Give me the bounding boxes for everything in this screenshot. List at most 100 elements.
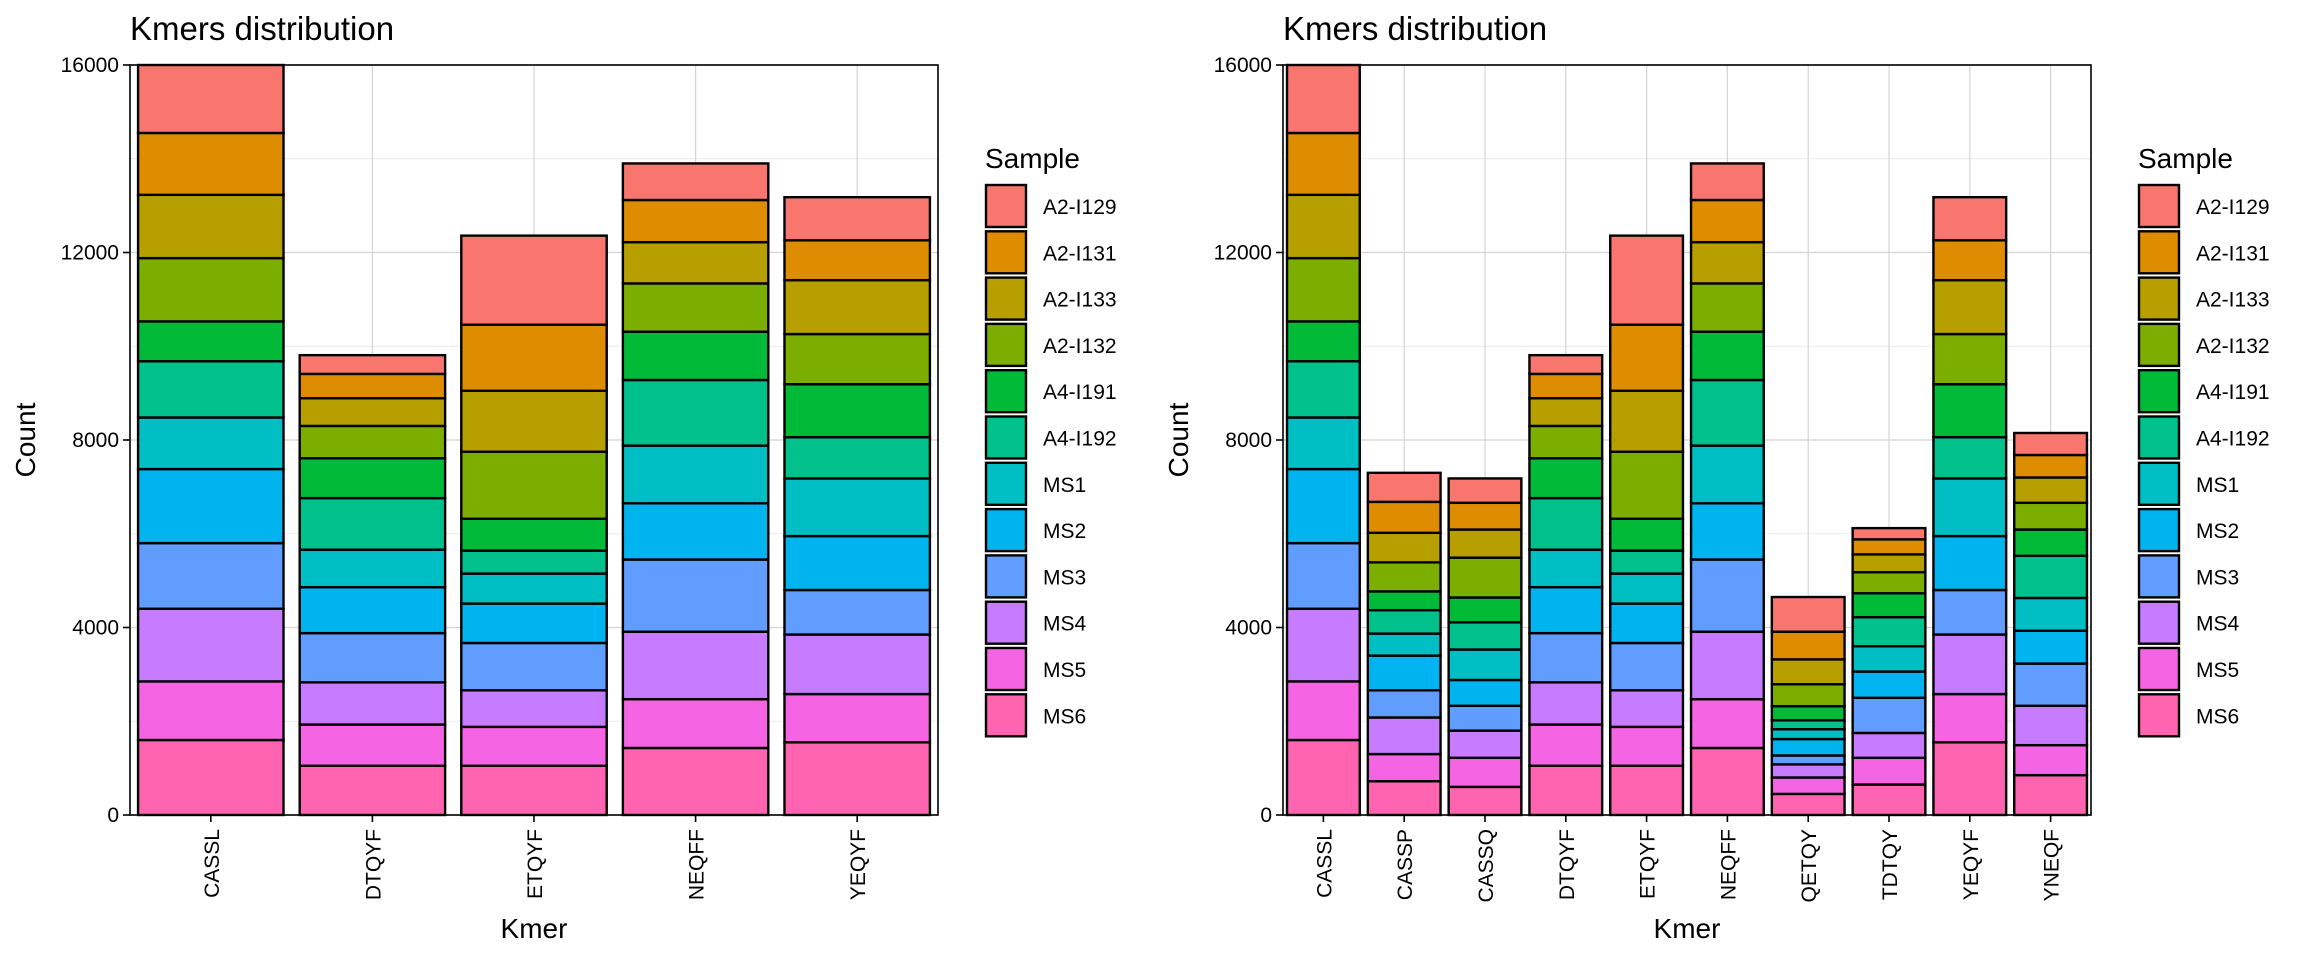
bar-segment-YNEQF-A2-I129 [2013,431,2089,457]
bar-segment-ETQYF-MS2 [1609,602,1685,645]
bar-segment-YEQYF-A4-I192 [783,435,932,480]
bar-segment-YEQYF-MS1 [1932,477,2008,538]
x-tick-label: YEQYF [1960,829,1983,900]
legend-key-A2-I131 [984,230,1028,275]
bar-segment-DTQYF-MS3 [298,631,447,684]
bar-segment-ETQYF-MS4 [1609,689,1685,729]
bar-segment-NEQFF-MS3 [621,558,770,633]
bar-segment-TDTQY-MS1 [1851,645,1927,673]
chart-title: Kmers distribution [1283,10,1547,47]
legend-label: A4-I191 [2196,381,2270,404]
bar-segment-YNEQF-MS4 [2013,704,2089,747]
bar-segment-CASSL-MS4 [136,607,285,683]
bar-segment-DTQYF-A2-I132 [298,424,447,460]
bar-segment-DTQYF-A2-I131 [298,372,447,400]
bar-segment-CASSL-MS1 [1285,416,1361,471]
bar-segment-ETQYF-MS3 [460,641,608,692]
bar-segment-CASSL-MS5 [136,680,285,742]
bar-segment-CASSQ-MS4 [1447,729,1523,760]
bar-segment-YEQYF-A4-I191 [783,383,932,439]
bar-segment-CASSL-A2-I129 [1285,63,1361,135]
bar-segment-CASSL-MS3 [1285,541,1361,610]
legend-label: MS3 [2196,566,2239,589]
bars [1285,63,2089,817]
bar-segment-QETQY-A2-I132 [1770,683,1846,708]
legend-key-A2-I133 [984,276,1028,321]
bar-segment-CASSQ-MS3 [1447,704,1523,732]
bar-segment-YEQYF-A2-I133 [1932,278,2008,336]
bar-segment-DTQYF-A4-I191 [298,457,447,500]
bar-segment-DTQYF-A2-I133 [1528,397,1604,428]
legend-key-MS1 [984,461,1028,506]
bar-segment-ETQYF-MS5 [460,725,608,767]
bar-segment-DTQYF-MS6 [298,764,447,817]
bar-segment-NEQFF-MS5 [621,698,770,750]
bar-segment-DTQYF-MS5 [1528,723,1604,767]
bar-segment-CASSL-MS2 [1285,467,1361,545]
bar-segment-CASSL-MS6 [1285,738,1361,817]
bar-segment-CASSQ-A2-I133 [1447,528,1523,559]
legend-label: MS1 [1043,474,1086,497]
bar-segment-CASSL-A2-I132 [136,256,285,323]
bar-segment-ETQYF-A4-I192 [460,549,608,575]
legend-label: MS2 [1043,520,1086,543]
bar-segment-ETQYF-MS1 [1609,572,1685,605]
legend-label: MS4 [2196,613,2240,636]
legend-key-A2-I129 [2137,183,2181,229]
bar-segment-YEQYF-A2-I131 [783,239,932,282]
y-tick-label: 0 [1260,804,1272,827]
bar-segment-ETQYF-A4-I191 [1609,517,1685,552]
bar-segment-YEQYF-MS2 [783,534,932,592]
y-tick-label: 4000 [1225,617,1272,640]
bar-segment-DTQYF-A2-I129 [1528,353,1604,376]
y-axis: 0 4000 8000 12000 16000 Count [10,54,130,827]
bar-segment-CASSQ-MS5 [1447,756,1523,789]
bar-segment-CASSP-A4-I191 [1366,590,1442,612]
bar-segment-CASSL-A2-I133 [1285,193,1361,260]
bar-segment-ETQYF-A2-I129 [1609,234,1685,326]
y-tick-label: 0 [107,804,119,827]
bar-segment-CASSP-MS1 [1366,632,1442,657]
bar-segment-TDTQY-MS2 [1851,670,1927,700]
bar-segment-CASSQ-MS1 [1447,648,1523,682]
legend-key-MS2 [2137,507,2181,553]
bar-segment-CASSQ-MS6 [1447,785,1523,817]
bar-segment-NEQFF-MS3 [1689,558,1765,633]
bar-segment-ETQYF-A4-I191 [460,517,608,552]
bar-segment-ETQYF-MS2 [460,602,608,645]
bar-segment-TDTQY-MS4 [1851,731,1927,760]
legend: Sample A2-I129 A2-I131 A2-I133 A2-I132 A4-I19… [2137,143,2270,738]
bar-segment-ETQYF-MS6 [1609,764,1685,817]
bar-segment-ETQYF-MS4 [460,689,608,729]
bar-segment-CASSL-A4-I192 [136,360,285,419]
x-axis-label: Kmer [1654,913,1721,944]
legend-label: MS3 [1043,566,1086,589]
bar-segment-CASSQ-A4-I192 [1447,621,1523,651]
bar-segment-QETQY-MS6 [1770,792,1846,817]
x-tick-label: CASSL [201,829,224,898]
x-axis-label: Kmer [501,913,568,944]
y-axis: 0 4000 8000 12000 16000 Count [1163,54,1283,827]
legend-key-A4-I191 [2137,369,2181,414]
bar-segment-DTQYF-MS3 [1528,631,1604,684]
legend-label: MS6 [1043,705,1086,728]
bar-segment-YEQYF-A2-I133 [783,278,932,336]
bar-segment-ETQYF-A2-I131 [1609,323,1685,392]
legend-title: Sample [985,143,1080,174]
bar-segment-QETQY-A2-I133 [1770,658,1846,686]
bar-segment-CASSL-MS6 [136,738,285,817]
legend-key-MS1 [2137,461,2181,506]
bar-segment-YEQYF-A2-I132 [1932,332,2008,386]
bar-segment-NEQFF-MS6 [1689,746,1765,817]
bar-segment-CASSP-MS2 [1366,654,1442,692]
bar-segment-YEQYF-MS6 [783,741,932,817]
bar-segment-DTQYF-MS1 [298,548,447,589]
bar-segment-ETQYF-MS1 [460,572,608,605]
bar-segment-NEQFF-A4-I191 [621,330,770,382]
legend-key-MS3 [2137,554,2181,599]
bar-segment-YNEQF-MS5 [2013,743,2089,777]
x-tick-label: QETQY [1798,829,1821,903]
chart-panel-1: Kmers distribution 0 4000 8000 12000 16000 Cou… [10,10,1117,944]
bar-segment-YEQYF-A4-I192 [1932,435,2008,480]
x-tick-label: DTQYF [1556,829,1579,900]
